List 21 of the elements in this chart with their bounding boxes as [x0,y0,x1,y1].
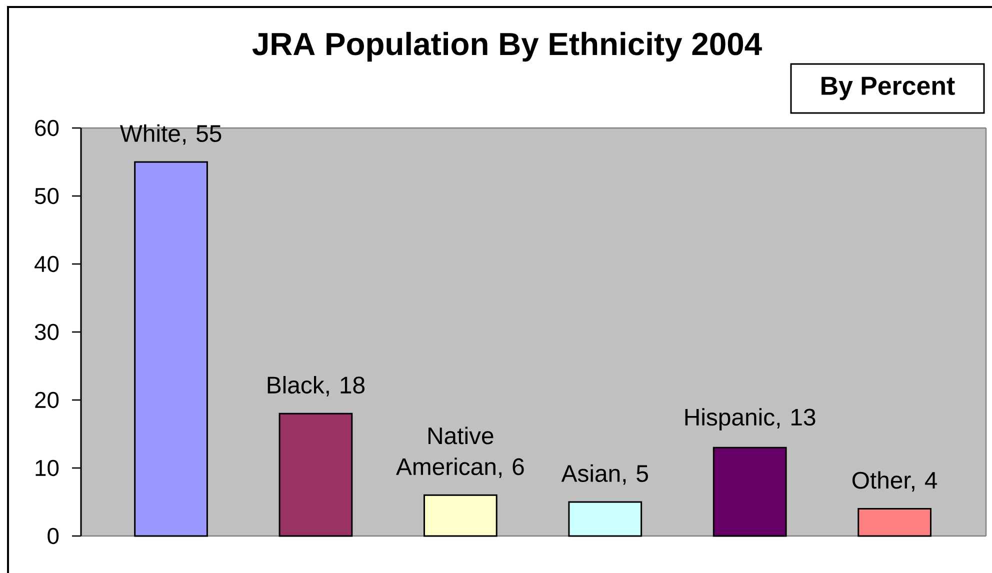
text: By Percent [822,76,955,100]
bar [278,412,353,537]
data-label: Other, 4 [852,471,938,492]
y-tick-label: 40 [34,256,59,272]
y-tick-label: 60 [35,120,59,136]
bar [858,508,932,537]
y-tick-label: 10 [36,460,59,476]
data-label: Hispanic, 13 [685,408,816,430]
data-label: Asian, 5 [561,464,648,485]
data-label: White, 55 [120,124,222,145]
bar [424,494,498,537]
bar [134,161,208,537]
y-tick-label: 0 [48,528,59,544]
data-label: Native American, 6 [396,426,524,478]
chart-title: JRA Population By Ethnicity 2004 [252,32,762,62]
y-tick-label: 30 [34,324,59,340]
data-label: Black, 18 [268,376,364,396]
y-tick-label: 20 [35,392,59,408]
bar [568,501,642,537]
bar [712,446,787,537]
y-tick-label: 50 [34,188,59,204]
